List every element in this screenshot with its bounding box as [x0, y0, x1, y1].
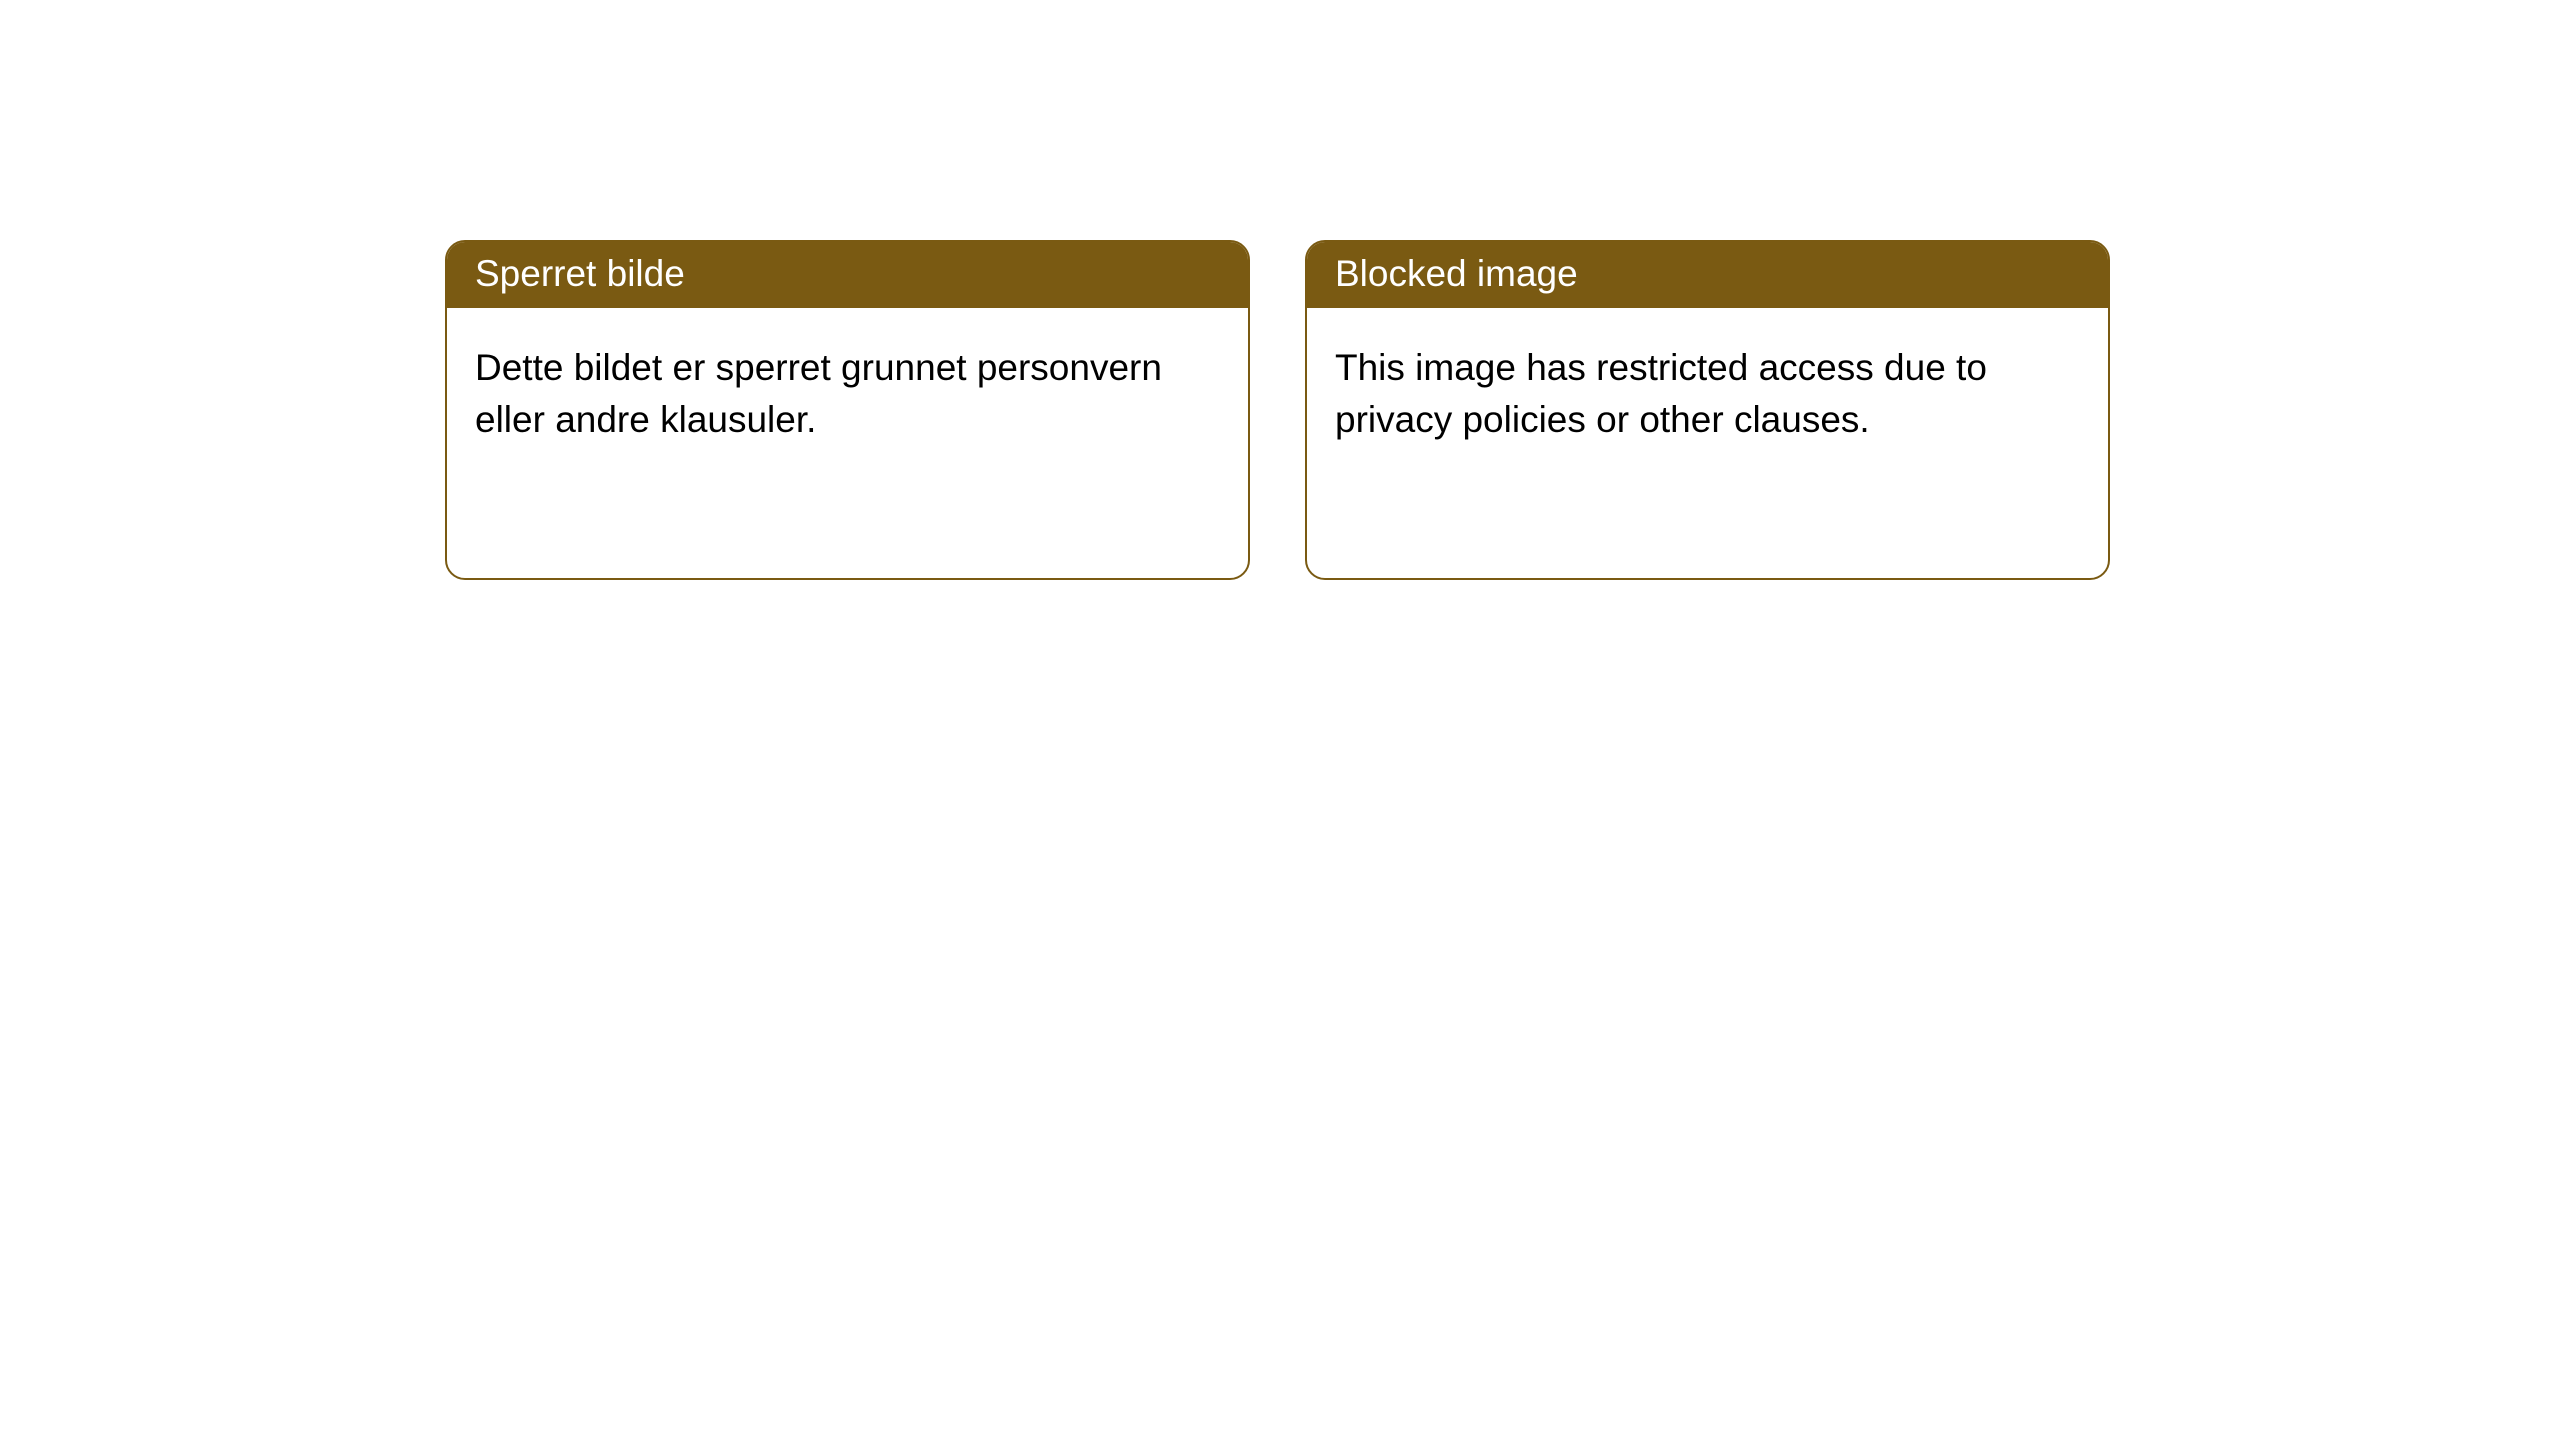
notice-card-title: Blocked image — [1307, 242, 2108, 308]
notice-card-body: This image has restricted access due to … — [1307, 308, 2108, 474]
notice-card-norwegian: Sperret bilde Dette bildet er sperret gr… — [445, 240, 1250, 580]
notice-card-title: Sperret bilde — [447, 242, 1248, 308]
notice-card-english: Blocked image This image has restricted … — [1305, 240, 2110, 580]
notice-card-body: Dette bildet er sperret grunnet personve… — [447, 308, 1248, 474]
notice-cards-container: Sperret bilde Dette bildet er sperret gr… — [0, 0, 2560, 580]
